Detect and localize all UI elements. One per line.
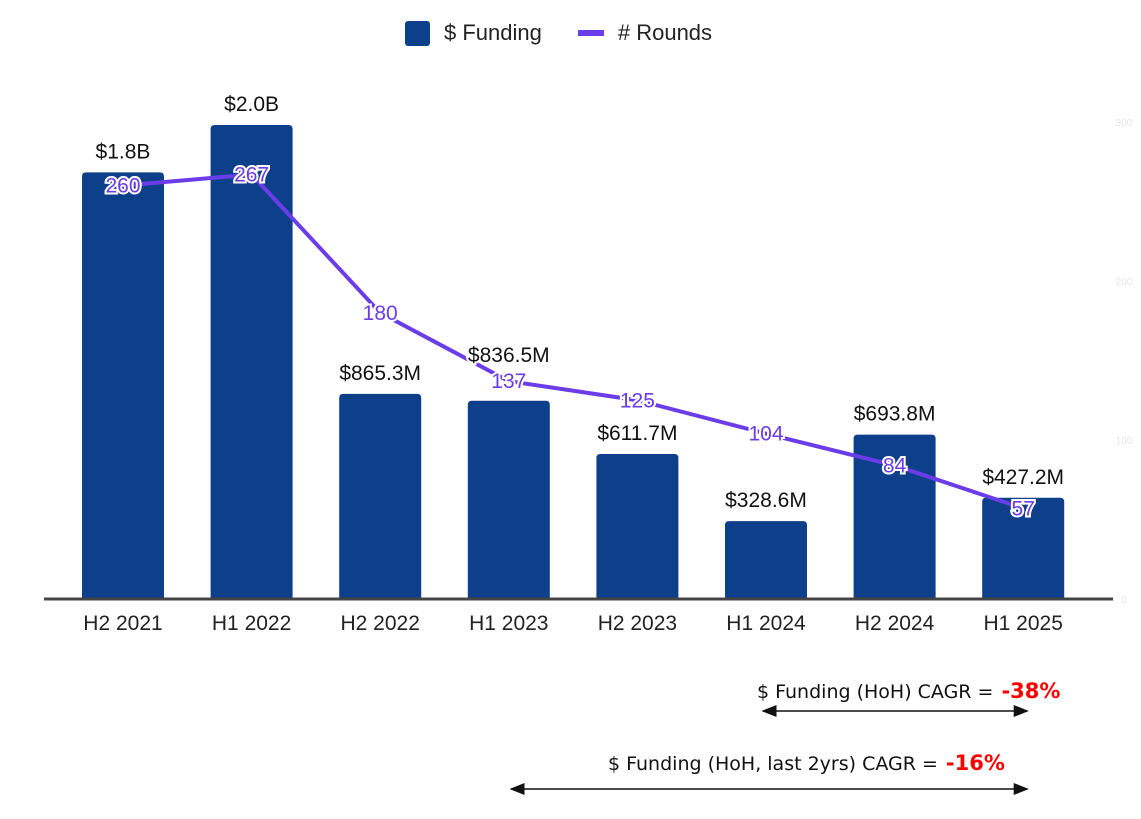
- line-point-label: 104: [748, 423, 783, 446]
- right-axis-tick: 0: [1121, 595, 1127, 606]
- bar-h2-2021: [82, 172, 164, 599]
- x-tick-label: H1 2023: [469, 612, 548, 635]
- bar-h2-2024: [853, 434, 936, 599]
- cagr-annotation-2yr: $ Funding (HoH, last 2yrs) CAGR = -16%: [608, 751, 1005, 775]
- right-axis-tick: 300: [1116, 118, 1133, 129]
- bar-label: $611.7M: [597, 422, 677, 445]
- cagr-2yr-value: -16%: [945, 751, 1005, 775]
- line-point-label: 57: [1012, 497, 1035, 520]
- cagr-2yr-text: $ Funding (HoH, last 2yrs) CAGR =: [608, 753, 938, 775]
- bar-label: $836.5M: [468, 344, 550, 367]
- line-data-labels: 260 267 180 137 125 104 84 57: [103, 161, 1036, 522]
- bar-label: $865.3M: [339, 362, 421, 385]
- x-tick-label: H2 2021: [83, 612, 162, 635]
- x-tick-label: H2 2023: [598, 612, 677, 635]
- line-point-label: 84: [883, 454, 907, 477]
- bar-h2-2023: [596, 454, 679, 599]
- bar-h1-2025: [982, 497, 1065, 599]
- line-point-label: 260: [105, 175, 140, 198]
- x-tick-label: H2 2022: [340, 612, 419, 635]
- cagr-annotation-hoh: $ Funding (HoH) CAGR = -38%: [757, 679, 1060, 703]
- line-point-label: 137: [491, 370, 526, 393]
- x-tick-label: H1 2024: [726, 612, 806, 635]
- right-axis-tick: 100: [1116, 436, 1133, 447]
- right-axis-tick: 200: [1116, 277, 1133, 288]
- bar-h1-2023: [467, 400, 550, 599]
- x-tick-labels: H2 2021 H1 2022 H2 2022 H1 2023 H2 2023 H1 20…: [83, 612, 1063, 635]
- rounds-line: [122, 172, 1024, 511]
- bar-label: $693.8M: [854, 403, 936, 426]
- x-tick-label: H2 2024: [855, 612, 935, 635]
- line-point-label: 267: [234, 163, 269, 186]
- legend-funding-label: $ Funding: [444, 20, 542, 45]
- legend: $ Funding # Rounds: [405, 20, 712, 46]
- right-axis-ticks: 0 100 200 300: [1116, 118, 1133, 606]
- cagr-arrows: [509, 705, 1029, 795]
- bar-label: $2.0B: [224, 93, 279, 116]
- bar-h1-2024: [725, 521, 807, 599]
- line-point-label: 125: [620, 389, 655, 412]
- line-point-label: 180: [363, 302, 398, 325]
- cagr-hoh-value: -38%: [1001, 679, 1061, 703]
- bar-label: $1.8B: [96, 140, 151, 163]
- legend-rounds-swatch: [577, 30, 604, 36]
- bar-h2-2022: [339, 393, 422, 599]
- x-tick-label: H1 2022: [212, 612, 291, 635]
- cagr-hoh-text: $ Funding (HoH) CAGR =: [757, 681, 994, 703]
- bar-series: [82, 125, 1065, 599]
- bar-data-labels: $1.8B $2.0B $865.3M $836.5M $611.7M $328.6M $6…: [94, 91, 1067, 514]
- bar-h1-2022: [210, 125, 293, 599]
- legend-funding-swatch: [405, 20, 430, 46]
- bar-label: $427.2M: [982, 466, 1064, 489]
- x-tick-label: H1 2025: [983, 612, 1062, 635]
- legend-rounds-label: # Rounds: [617, 20, 713, 45]
- bar-label: $328.6M: [725, 489, 807, 512]
